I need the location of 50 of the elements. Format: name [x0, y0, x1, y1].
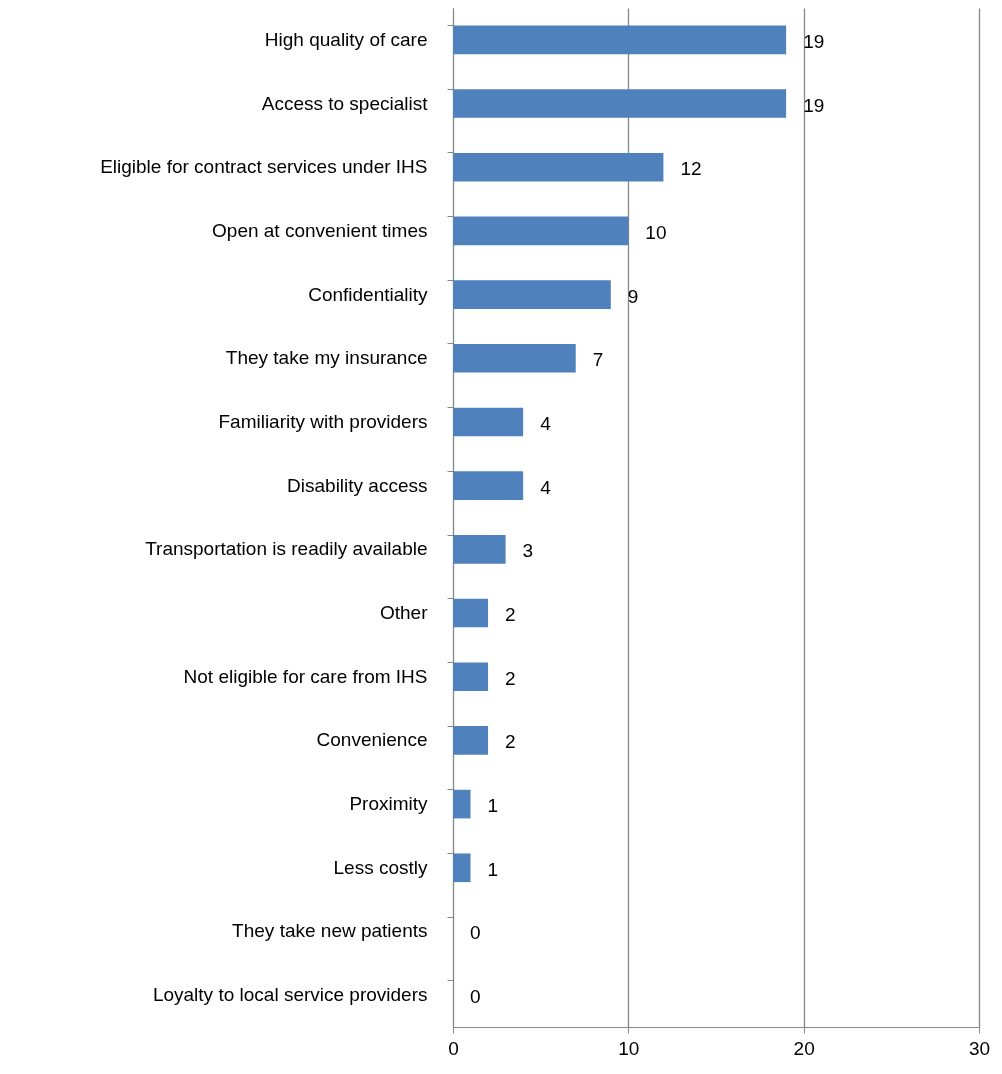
bar: [453, 343, 576, 373]
data-label: 0: [470, 986, 481, 1008]
bar: [453, 280, 611, 309]
y-tick-label: High quality of care: [264, 28, 428, 50]
bar: [453, 407, 524, 437]
y-tick-label: Transportation is readily available: [145, 538, 428, 560]
data-label: 10: [645, 221, 667, 243]
data-label: 1: [487, 795, 499, 817]
y-tick-label: Not eligible for care from IHS: [183, 665, 428, 687]
x-tick-label: 20: [793, 1037, 815, 1059]
y-tick-label: Convenience: [316, 729, 428, 751]
y-tick-label: They take new patients: [232, 920, 428, 942]
bar: [453, 216, 629, 246]
data-label: 0: [470, 922, 481, 944]
y-tick-label: Eligible for contract services under IHS: [100, 156, 428, 178]
y-tick-label: Less costly: [333, 856, 428, 878]
data-label: 7: [592, 349, 604, 371]
y-tick-label: Other: [379, 602, 429, 624]
y-tick-label: Disability access: [287, 474, 428, 496]
y-tick-label: Confidentiality: [308, 283, 428, 305]
data-label: 3: [522, 540, 534, 562]
data-label: 2: [505, 667, 516, 689]
y-tick-label: Loyalty to local service providers: [152, 984, 428, 1006]
bar: [453, 726, 489, 755]
data-label: 9: [627, 285, 639, 307]
bar: [453, 598, 489, 628]
data-label: 19: [803, 94, 825, 116]
x-tick-label: 30: [968, 1037, 991, 1059]
bar: [453, 853, 471, 883]
bar: [453, 89, 787, 118]
bar: [453, 789, 471, 819]
x-tick-label: 10: [618, 1037, 640, 1059]
bar: [453, 535, 506, 564]
data-label: 19: [803, 30, 825, 52]
data-label: 4: [540, 412, 552, 434]
data-label: 12: [680, 158, 702, 180]
bar: [453, 471, 524, 500]
data-label: 2: [505, 604, 516, 626]
y-tick-label: Open at convenient times: [212, 219, 428, 241]
y-tick-label: Proximity: [349, 793, 428, 815]
bar: [453, 662, 489, 692]
data-label: 4: [540, 476, 552, 498]
y-tick-label: Familiarity with providers: [218, 410, 428, 432]
x-tick-label: 0: [448, 1037, 459, 1059]
data-label: 1: [487, 858, 499, 880]
bar: [453, 25, 787, 55]
data-label: 2: [505, 731, 516, 753]
y-tick-label: Access to specialist: [261, 92, 429, 114]
y-tick-label: They take my insurance: [225, 347, 428, 369]
bar: [453, 152, 664, 182]
